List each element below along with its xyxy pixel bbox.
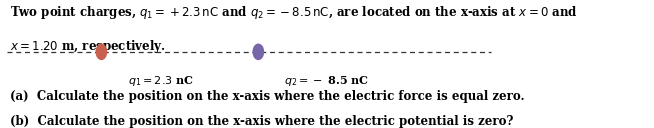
- Ellipse shape: [95, 44, 107, 60]
- Text: $q_1 = 2.3$ nC: $q_1 = 2.3$ nC: [128, 74, 194, 88]
- Text: Two point charges, $q_1 = +2.3\,\mathrm{nC}$ and $q_2 = -8.5\,\mathrm{nC}$, are : Two point charges, $q_1 = +2.3\,\mathrm{…: [10, 4, 577, 21]
- Text: $x = 1.20$ m, respectively.: $x = 1.20$ m, respectively.: [10, 38, 165, 55]
- Text: $q_2 = -$ 8.5 nC: $q_2 = -$ 8.5 nC: [284, 74, 370, 88]
- Text: (a)  Calculate the position on the x-axis where the electric force is equal zero: (a) Calculate the position on the x-axis…: [10, 90, 525, 103]
- Text: (b)  Calculate the position on the x-axis where the electric potential is zero?: (b) Calculate the position on the x-axis…: [10, 115, 513, 128]
- Ellipse shape: [252, 44, 264, 60]
